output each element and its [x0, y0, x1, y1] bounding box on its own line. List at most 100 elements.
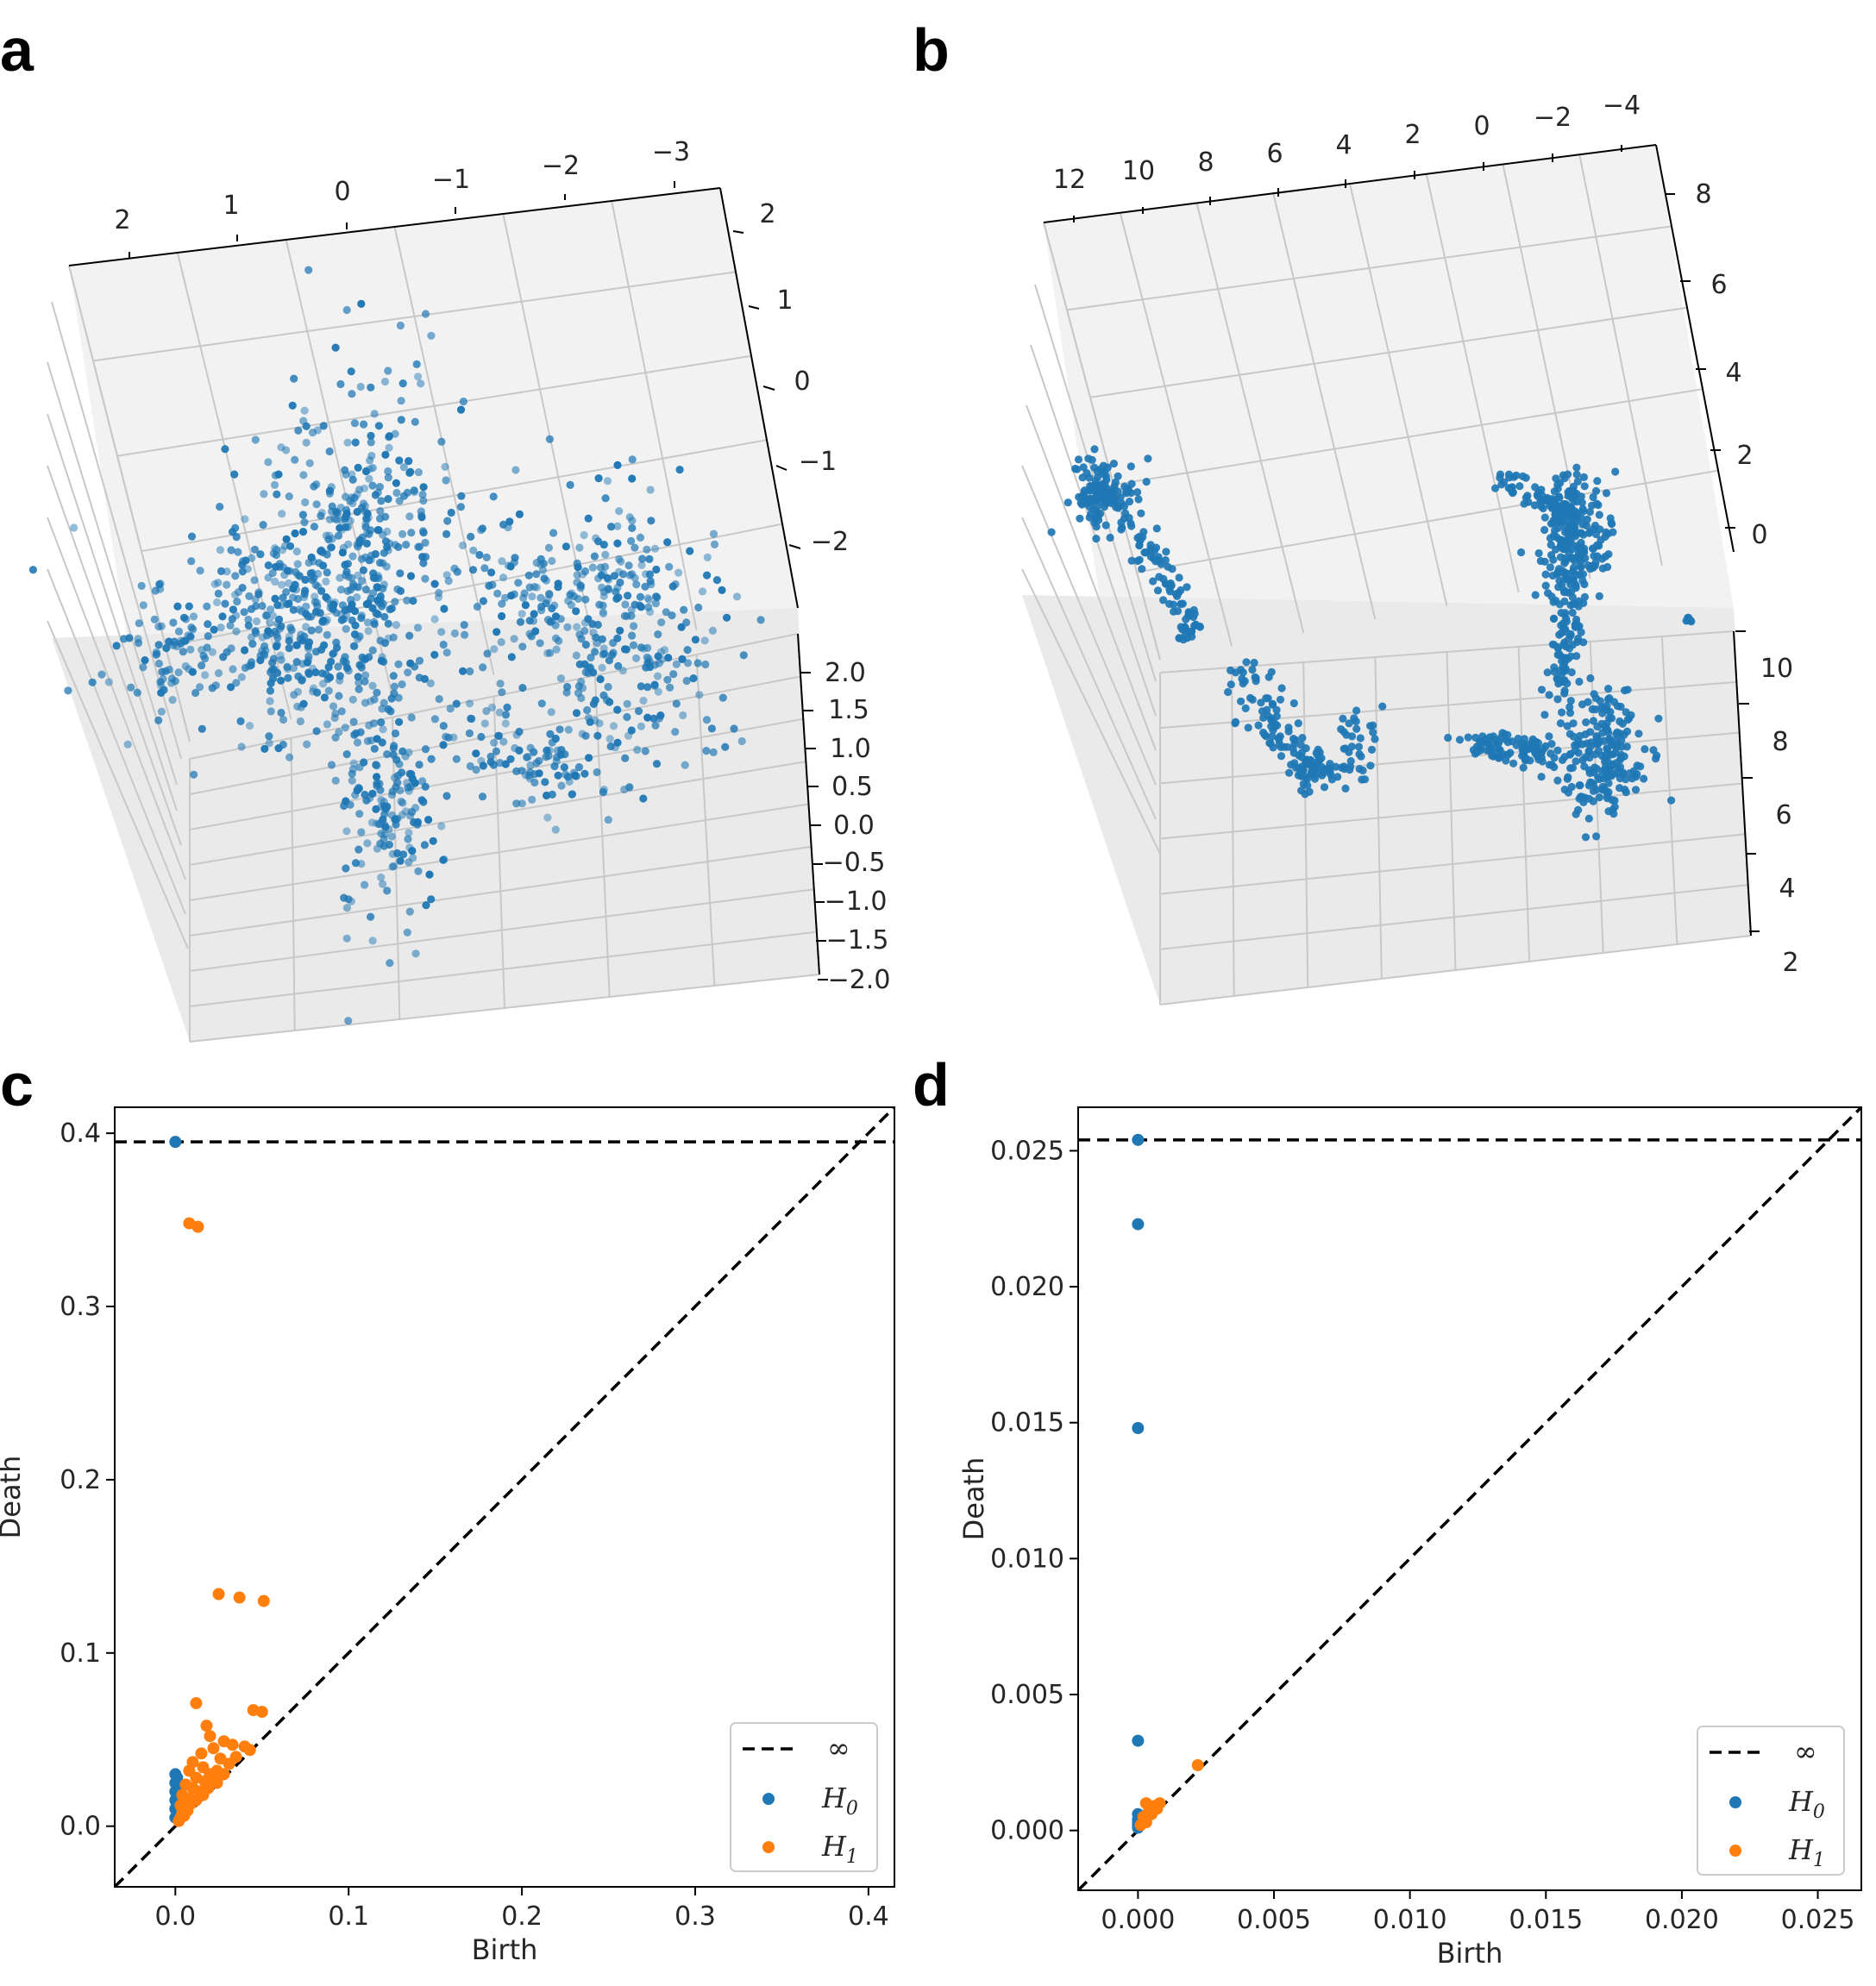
scatter-point [1120, 502, 1129, 511]
scatter-point [386, 959, 394, 968]
scatter-point [1257, 699, 1265, 707]
scatter-point [549, 529, 558, 537]
scatter-point [421, 574, 430, 583]
scatter-point [501, 711, 511, 719]
scatter-point [665, 562, 674, 571]
scatter-point [447, 508, 455, 517]
scatter-point [1595, 737, 1603, 747]
scatter-point [223, 567, 231, 576]
scatter-point [312, 500, 321, 509]
scatter-point [244, 615, 253, 624]
scatter-point [1496, 470, 1505, 479]
scatter-point [628, 455, 637, 464]
scatter-point [539, 560, 548, 568]
scatter-point [1162, 548, 1170, 556]
scatter-point [395, 717, 404, 726]
scatter-point [1345, 719, 1353, 728]
axis-right-upper [719, 187, 799, 609]
scatter-point [232, 611, 241, 620]
scatter-point [442, 792, 451, 800]
scatter-point [419, 483, 428, 492]
scatter-point [233, 598, 242, 606]
scatter-point [304, 642, 312, 650]
scatter-point [650, 544, 660, 553]
scatter-point [1366, 761, 1375, 770]
scatter-point [361, 699, 370, 707]
scatter-point [382, 562, 391, 571]
scatter-point [1602, 489, 1611, 498]
scatter-point [605, 656, 614, 665]
scatter-point [557, 781, 566, 790]
scatter-point [651, 721, 660, 730]
gridline [1021, 517, 1157, 820]
scatter-point [1559, 640, 1568, 648]
panel-b-3d-scatter: 12 10 8 6 4 2 0 −2 −4 8 6 4 2 0 10 8 6 4 2 [1021, 91, 1799, 1006]
scatter-point [351, 438, 360, 447]
scatter-point [368, 789, 377, 798]
scatter-point [239, 557, 248, 566]
scatter-point [643, 713, 652, 722]
x-tick-label: 0.010 [1373, 1905, 1447, 1935]
scatter-point [441, 462, 449, 472]
gridline [92, 271, 737, 362]
scatter-point [1602, 724, 1610, 733]
scatter-point [487, 703, 497, 712]
scatter-point [348, 552, 357, 561]
scatter-point [702, 716, 712, 724]
scatter-point [710, 540, 719, 549]
scatter-point [356, 728, 365, 736]
scatter-point [1503, 750, 1512, 760]
scatter-point [293, 687, 302, 696]
scatter-point [1135, 542, 1144, 550]
scatter-point [1603, 695, 1612, 704]
tick-label-right-lower: −1.5 [826, 925, 889, 955]
gridline [1446, 651, 1457, 971]
point-h1 [191, 1220, 204, 1233]
scatter-point [310, 482, 318, 491]
scatter-point [1563, 722, 1572, 730]
scatter-point [515, 510, 524, 519]
scatter-point [479, 663, 487, 672]
scatter-point [389, 744, 398, 753]
scatter-point [1093, 507, 1101, 516]
scatter-point [259, 521, 267, 529]
legend-label-h0: H0 [1788, 1785, 1825, 1823]
gridline [47, 465, 182, 846]
point-h1 [173, 1814, 185, 1827]
scatter-point [381, 450, 390, 460]
gridline [47, 568, 186, 915]
scatter-point [300, 406, 309, 415]
scatter-point [1161, 556, 1170, 565]
scatter-point [319, 422, 328, 430]
scatter-point [331, 776, 340, 785]
scatter-point [1575, 677, 1584, 686]
gridline [1119, 212, 1233, 647]
scatter-point [290, 374, 298, 383]
scatter-point [1314, 751, 1322, 760]
scatter-point [1297, 762, 1306, 771]
scatter-point [189, 612, 198, 621]
scatter-point [1367, 745, 1377, 755]
scatter-point [1531, 483, 1540, 492]
scatter-point [1085, 473, 1094, 482]
scatter-point [573, 623, 581, 631]
x-tick-label: 0.4 [848, 1901, 889, 1932]
scatter-point [495, 708, 504, 717]
scatter-point [216, 567, 226, 576]
scatter-point [511, 554, 519, 562]
scatter-point [406, 659, 415, 667]
tick-label-top: 0 [334, 177, 350, 207]
scatter-point [633, 745, 642, 755]
scatter-point [681, 761, 689, 769]
scatter-point [531, 627, 540, 636]
scatter-point [367, 451, 376, 460]
scatter-point [1607, 519, 1616, 528]
scatter-point [430, 615, 439, 623]
scatter-point [282, 535, 291, 543]
scatter-point [134, 639, 143, 648]
scatter-point [497, 638, 505, 647]
scatter-point [160, 686, 168, 694]
scatter-point [611, 743, 619, 752]
scatter-point [459, 667, 467, 675]
scatter-point [1577, 538, 1585, 547]
